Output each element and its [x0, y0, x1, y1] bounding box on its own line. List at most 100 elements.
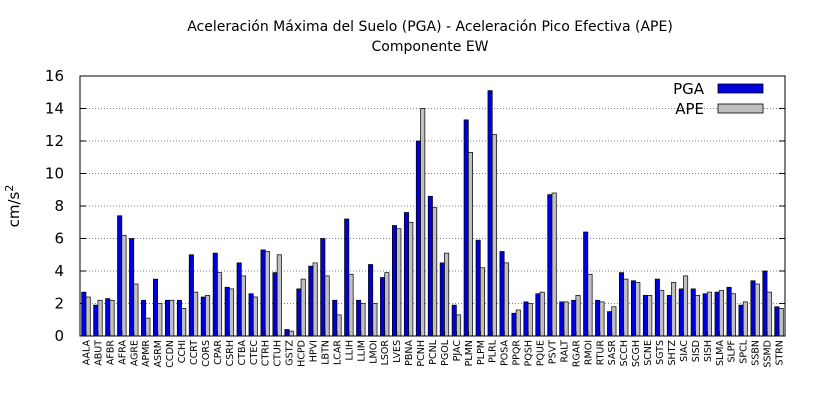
bar-ape-hpvi	[312, 262, 318, 337]
x-tick-label: APMR	[141, 340, 152, 367]
bar-pga-asrm	[153, 278, 159, 337]
bar-pga-ccrt	[188, 254, 194, 337]
bar-ape-agre	[133, 283, 139, 337]
bar-ape-lsor	[384, 272, 390, 337]
bar-pga-ralt	[559, 301, 565, 337]
bar-ape-scch	[623, 278, 629, 337]
x-tick-label: CTEC	[249, 340, 260, 365]
bar-ape-csrh	[229, 288, 235, 337]
legend-label-ape: APE	[675, 100, 704, 118]
bar-pga-pcnh	[415, 140, 421, 337]
bar-pga-lmoi	[368, 264, 374, 337]
y-tick-label: 0	[54, 327, 64, 345]
bar-ape-strn	[778, 308, 784, 337]
y-tick-label: 14	[45, 100, 64, 118]
bar-pga-ppqr	[511, 312, 517, 337]
bar-pga-rgar	[571, 299, 577, 337]
x-tick-label: RMOI	[583, 340, 594, 365]
bar-ape-sish	[706, 291, 712, 337]
bar-pga-plrl	[487, 90, 493, 337]
bar-pga-sisd	[690, 288, 696, 337]
bar-pga-slpf	[726, 286, 732, 337]
chart-title-line1: Aceleración Máxima del Suelo (PGA) - Ace…	[187, 19, 673, 35]
bar-pga-hpvi	[308, 265, 314, 337]
bar-pga-llih	[344, 218, 350, 337]
x-tick-label: ABUT	[93, 340, 104, 366]
bar-ape-rmoi	[587, 273, 593, 337]
bar-ape-pgol	[444, 252, 450, 337]
x-tick-label: PQSH	[524, 340, 535, 366]
bar-pga-llim	[356, 299, 362, 337]
x-tick-label: SCNE	[643, 340, 654, 366]
bar-pga-siac	[678, 288, 684, 337]
y-tick-label: 12	[45, 132, 64, 150]
x-tick-label: PPQR	[512, 340, 523, 366]
bar-pga-gstz	[284, 329, 290, 337]
x-tick-label: POSA	[500, 340, 511, 366]
x-axis-ticks: AALA ABUT AFBR AFRA AGRE APMR ASRM CCDN CCHI CCRT…	[81, 331, 786, 368]
bar-pga-cpar	[212, 252, 218, 337]
bar-pga-cors	[200, 296, 206, 337]
x-tick-label: CTUH	[273, 340, 284, 367]
bar-pga-shtz	[666, 295, 672, 337]
bar-pga-lcar	[332, 299, 338, 337]
bar-ape-pcnh	[420, 108, 426, 337]
bar-ape-lbtn	[324, 275, 330, 337]
bar-pga-plmn	[463, 119, 469, 337]
bar-ape-ctec	[252, 296, 258, 337]
bar-pga-scne	[642, 295, 648, 337]
y-axis-label-unit: cm/s	[5, 191, 23, 227]
bar-ape-ppqr	[515, 309, 521, 337]
bar-ape-ctrh	[264, 251, 270, 337]
y-axis-label: cm/s2	[3, 185, 23, 228]
bar-pga-ssbn	[750, 280, 756, 337]
bar-pga-pqsh	[523, 301, 529, 337]
bar-ape-slpf	[730, 293, 736, 337]
bar-pga-strn	[774, 306, 780, 337]
bar-ape-pcnl	[432, 207, 438, 337]
y-tick-label: 4	[54, 262, 64, 280]
bar-pga-lsor	[380, 277, 386, 337]
x-tick-label: PSVT	[547, 340, 558, 364]
x-tick-label: RGAR	[571, 340, 582, 367]
x-tick-label: PLPM	[476, 340, 487, 365]
bar-pga-ctec	[248, 293, 254, 337]
x-tick-label: CTBA	[237, 339, 248, 365]
x-tick-label: SISH	[703, 340, 714, 362]
bar-pga-pjac	[451, 304, 457, 337]
bar-ape-sisd	[695, 295, 701, 337]
x-tick-label: PCNH	[416, 340, 427, 367]
bar-pga-pque	[535, 293, 541, 337]
bar-ape-shtz	[671, 282, 677, 337]
bar-pga-afbr	[105, 298, 111, 337]
bar-ape-slma	[718, 290, 724, 337]
x-tick-label: SLPF	[727, 340, 738, 363]
bar-pga-sgts	[654, 278, 660, 337]
bar-ape-pbna	[408, 221, 414, 337]
bar-pga-ctrh	[260, 249, 266, 337]
bar-pga-plpm	[475, 239, 481, 337]
y-axis-label-exponent: 2	[3, 185, 16, 192]
bar-ape-rgar	[575, 295, 581, 337]
bar-ape-abut	[97, 299, 103, 337]
bar-pga-rtur	[595, 299, 601, 337]
bar-ape-plrl	[491, 134, 497, 337]
bar-ape-posa	[503, 262, 509, 337]
bar-ape-lcar	[336, 314, 342, 337]
bar-ape-ccdn	[169, 299, 175, 337]
y-axis-ticks: 0 2 4 6 8 10 12 14 16	[45, 67, 785, 345]
bar-ape-pqsh	[527, 303, 533, 337]
bar-pga-slma	[714, 291, 720, 337]
x-tick-label: SHTZ	[667, 340, 678, 366]
y-tick-label: 16	[45, 67, 64, 85]
bar-pga-lbtn	[320, 238, 326, 337]
bar-pga-pbna	[403, 212, 409, 337]
x-tick-label: GSTZ	[285, 340, 296, 366]
x-tick-label: PJAC	[452, 340, 463, 362]
x-tick-label: CTRH	[261, 340, 272, 366]
x-tick-label: SCGH	[631, 340, 642, 367]
bar-pga-ctuh	[272, 272, 278, 337]
bar-pga-sish	[702, 293, 708, 337]
x-tick-label: SLMA	[715, 340, 726, 367]
